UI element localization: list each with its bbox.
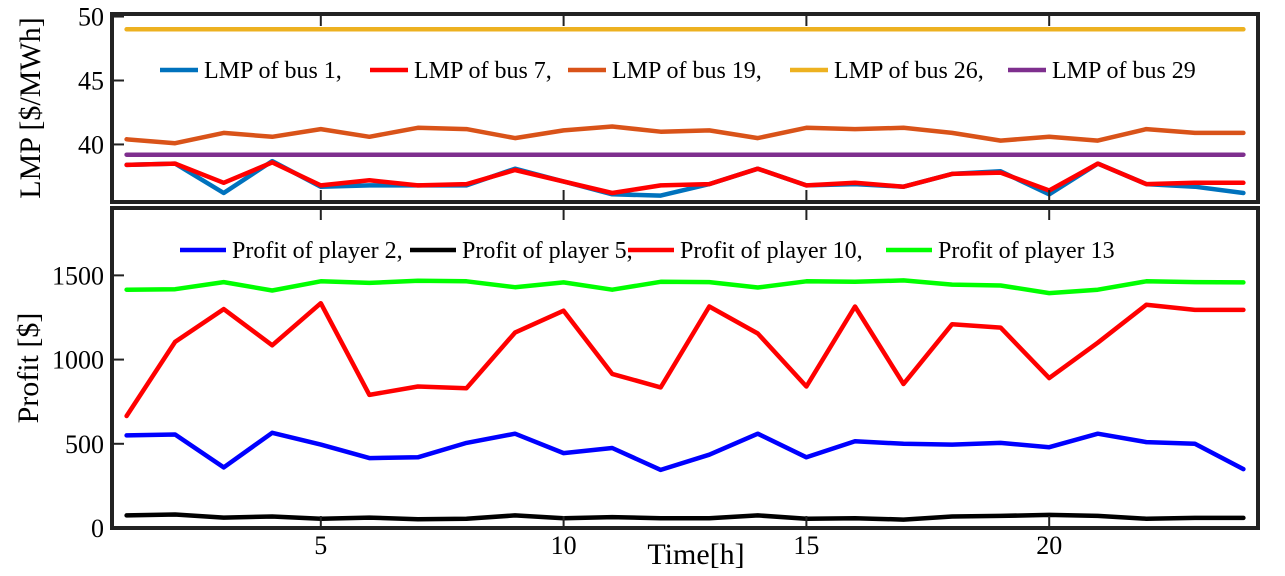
profit-y-tick-label: 0 [91,514,104,543]
lmp-legend: LMP of bus 1, LMP of bus 7, LMP of bus 19,… [160,58,1196,84]
profit-series-profit-of-player-13 [124,278,1246,296]
profit-y-axis-ticks: 0 500 1000 1500 [52,261,124,543]
lmp-series-lmp-of-bus-7 [124,160,1246,196]
lmp-legend-label: LMP of bus 7, [414,58,552,84]
profit-legend: Profit of player 2, Profit of player 5, Pr… [180,238,1115,264]
lmp-x-axis-ticks [319,14,1051,202]
profit-x-tick-label: 20 [1036,531,1062,560]
profit-legend-label: Profit of player 10, [680,238,863,264]
profit-series-profit-of-player-2 [124,430,1246,473]
lmp-chart-panel: LMP of bus 1, LMP of bus 7, LMP of bus 19,… [14,3,1260,204]
profit-plot-frame [110,206,1260,530]
profit-x-tick-label: 10 [551,531,577,560]
profit-y-tick-label: 1000 [52,346,104,375]
lmp-y-tick-label: 40 [78,130,104,159]
lmp-y-tick-label: 50 [78,3,104,32]
profit-y-tick-label: 500 [65,430,104,459]
profit-series-profit-of-player-5 [124,512,1246,522]
profit-legend-label: Profit of player 2, [232,238,403,264]
profit-chart-panel: Profit of player 2, Profit of player 5, Pr… [12,206,1260,571]
profit-legend-label: Profit of player 5, [462,238,633,264]
profit-legend-label: Profit of player 13 [938,238,1115,264]
lmp-legend-label: LMP of bus 26, [834,58,984,84]
lmp-y-tick-label: 45 [78,67,104,96]
lmp-legend-label: LMP of bus 1, [204,58,342,84]
lmp-legend-label: LMP of bus 19, [612,58,762,84]
lmp-series-lmp-of-bus-19 [124,124,1246,146]
profit-x-tick-label: 5 [314,531,327,560]
profit-y-tick-label: 1500 [52,261,104,290]
profit-series-layer [124,278,1246,522]
profit-x-axis-label: Time[h] [647,538,744,571]
lmp-y-axis-ticks: 40 45 50 [78,3,124,159]
lmp-series-lmp-of-bus-1 [124,158,1246,198]
lmp-y-axis-label: LMP [$/MWh] [14,17,47,198]
profit-x-tick-label: 15 [793,531,819,560]
profit-series-profit-of-player-10 [124,300,1246,419]
lmp-series-layer [124,27,1246,198]
lmp-plot-frame [110,12,1260,204]
profit-y-axis-label: Profit [$] [12,313,45,424]
lmp-legend-label: LMP of bus 29 [1052,58,1196,84]
